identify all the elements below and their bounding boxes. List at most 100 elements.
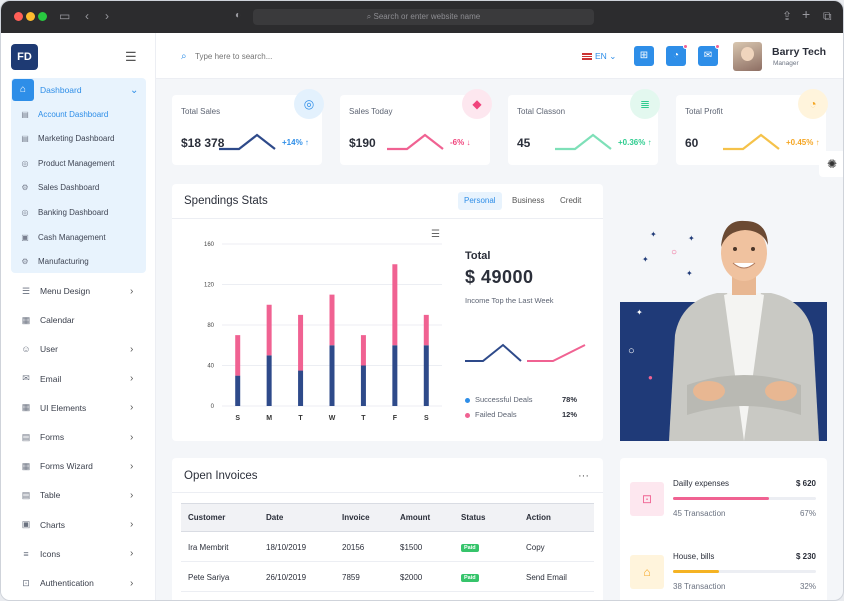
stat-value: 60 [685,136,699,150]
maximize-window-dot[interactable] [38,12,47,21]
home-icon[interactable]: ⌂ [12,79,34,101]
table-cell: 26/10/2019 [266,573,307,582]
stat-change-value: +0.45% [786,138,814,147]
row-action-link[interactable]: Send Email [526,573,567,582]
user-name[interactable]: Barry Tech [772,46,827,58]
menu-toggle-icon[interactable]: ☰ [125,49,137,64]
sidebar-subitem-label: Marketing Dashboard [38,134,115,144]
wizard-icon: ▦ [21,460,31,471]
icons-icon: ≡ [23,548,29,559]
sidebar-item[interactable]: ⊡ Authentication › [11,571,146,595]
list-icon: ▤ [21,109,29,119]
sidebar-item[interactable]: ☰ Menu Design › [11,279,146,303]
bar-segment [266,355,272,406]
sidebar-toggle-icon[interactable]: ▭ [59,9,71,23]
column-header[interactable]: Status [461,513,486,522]
more-options-icon[interactable]: ··· [578,470,589,482]
row-action-link[interactable]: Copy [526,543,545,552]
tab-personal[interactable]: Personal [458,192,502,210]
column-header[interactable]: Invoice [342,513,370,522]
tab-business[interactable]: Business [512,196,545,205]
sidebar-item-dashboard[interactable]: Dashboard ⌄ [11,78,146,102]
table-cell: 7859 [342,573,360,582]
column-header[interactable]: Action [526,513,551,522]
address-bar[interactable]: ⌕ Search or enter website name [253,9,594,25]
notifications-button[interactable]: ◔ [666,44,688,66]
column-header[interactable]: Amount [400,513,431,522]
ring-icon: ○ [628,345,635,357]
sidebar-subitem[interactable]: ◎ Product Management [11,151,146,175]
sidebar-subitem[interactable]: ◎ Banking Dashboard [11,200,146,224]
person-image [669,220,819,441]
bar-segment [298,314,304,371]
total-sparkline [465,343,586,362]
sidebar-item[interactable]: ☺ User › [11,337,146,361]
bar-segment [329,294,335,346]
minimize-window-dot[interactable] [26,12,35,21]
messages-button[interactable]: ✉ [698,44,720,66]
chart-menu-icon[interactable]: ☰ [431,229,440,240]
table-cell: $1500 [400,543,423,552]
legend-dot-icon [465,397,470,403]
bar-segment [360,335,366,366]
logo[interactable]: FD [11,44,38,70]
sidebar-item[interactable]: ▦ UI Elements › [11,396,146,420]
sidebar-subitem[interactable]: ▣ Cash Management [11,225,146,249]
stat-value: $190 [349,136,376,150]
table-row[interactable] [181,532,594,562]
arrow-up-icon: ↑ [813,138,820,147]
sidebar-item[interactable]: ▤ Table › [11,483,146,507]
tab-credit[interactable]: Credit [560,196,582,205]
avatar[interactable] [733,42,762,71]
chevron-right-icon: › [130,460,134,472]
table-icon: ▤ [21,489,31,500]
language-selector[interactable]: EN ⌄ [582,51,616,62]
sidebar-item-label: Icons [40,548,61,559]
cog-icon: ⚙ [21,257,29,267]
deal-label: Successful Deals [475,395,533,404]
user-icon: ☺ [21,344,31,355]
stat-change-value: +0.36% [618,138,646,147]
column-header[interactable]: Date [266,513,284,522]
deal-value: 78% [561,395,577,404]
expense-percent: 67% [799,509,816,518]
arrow-down-icon: ↓ [464,138,471,147]
bar-segment [392,264,398,346]
deal-legend-item: Failed Deals 12% [465,410,577,419]
sidebar-item[interactable]: ✉ Email › [11,367,146,391]
back-icon[interactable]: ‹ [85,9,89,23]
stat-change: +14% ↑ [282,138,309,147]
sidebar-subitem[interactable]: ⚙ Sales Dashboard [11,176,146,200]
sidebar-subitem[interactable]: ⚙ Manufacturing [11,250,146,274]
forward-icon[interactable]: › [105,9,109,23]
column-header[interactable]: Customer [188,513,226,522]
sidebar-item[interactable]: ▦ Forms Wizard › [11,454,146,478]
table-row[interactable] [181,562,594,592]
expense-amount: $ 230 [795,552,816,561]
sidebar-item[interactable]: ≡ Icons › [11,542,146,566]
sidebar-item[interactable]: ▦ Calendar [11,308,146,332]
legend-dot-icon [465,412,470,418]
cart-button[interactable]: ⊞ [634,46,654,66]
expense-title: Dailly expenses [673,479,730,488]
x-tick-label: T [361,415,366,422]
sidebar-item[interactable]: ▤ Forms › [11,425,146,449]
expense-transactions: 45 Transaction [673,509,726,518]
calendar-icon: ▦ [21,314,31,325]
lock-icon: ⊡ [630,482,664,516]
y-tick-label: 40 [207,364,214,370]
top-header: ⌕ EN ⌄ ⊞ ◔ ✉ Barry Tech Manager [156,33,843,79]
new-tab-icon[interactable]: + [802,6,811,22]
language-label: EN [595,51,607,61]
close-window-dot[interactable] [14,12,23,21]
email-icon: ✉ [22,373,30,384]
y-tick-label: 0 [211,404,215,410]
bar-segment [423,345,429,406]
tabs-overview-icon[interactable]: ⧉ [823,9,832,23]
share-icon[interactable]: ⇪ [782,9,793,23]
sidebar-subitem[interactable]: ▤ Marketing Dashboard [11,127,146,151]
sidebar-subitem[interactable]: ▤ Account Dashboard [11,102,146,126]
stat-change-value: +14% [282,138,303,147]
sidebar-item[interactable]: ▣ Charts › [11,513,146,537]
search-input[interactable] [195,49,395,63]
